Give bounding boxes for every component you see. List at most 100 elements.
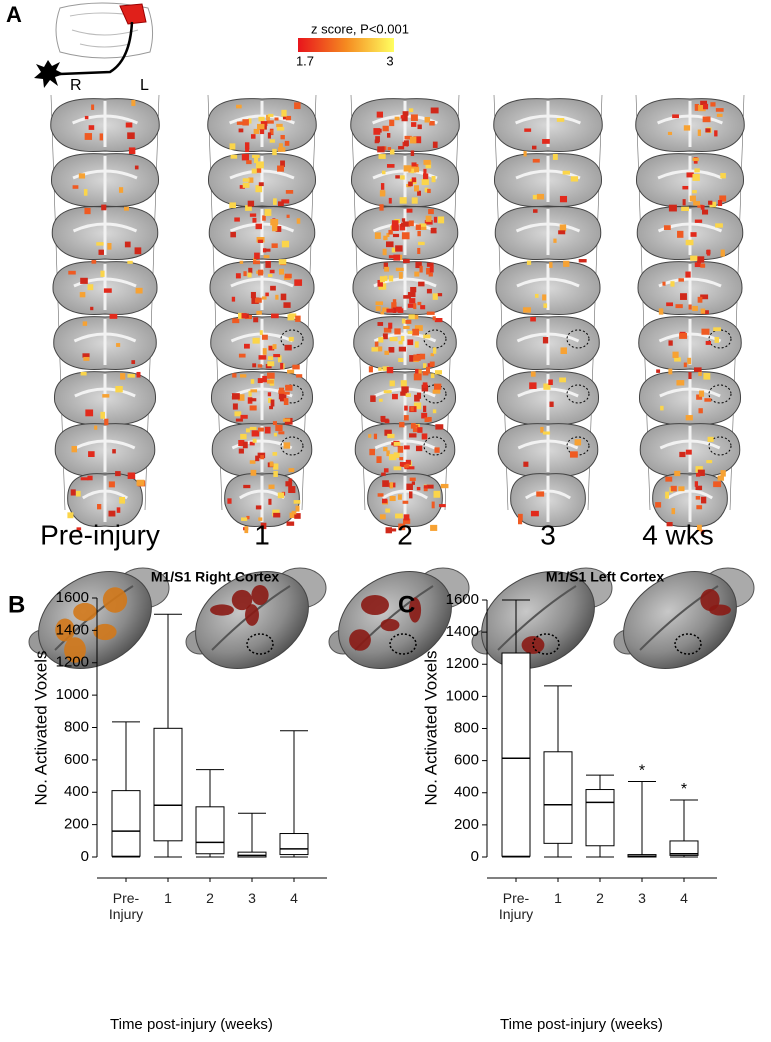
activation-spot xyxy=(131,360,136,364)
activation-spot xyxy=(264,426,271,434)
activation-spot xyxy=(258,116,265,122)
slice-structure xyxy=(72,101,138,147)
activation-spot xyxy=(407,303,416,308)
activation-spot xyxy=(388,275,394,282)
activation-spot xyxy=(700,529,705,535)
activation-spot xyxy=(248,267,253,274)
activation-spot xyxy=(701,310,709,315)
activation-spot xyxy=(380,415,386,422)
activation-spot xyxy=(241,517,248,521)
activation-spot xyxy=(398,358,404,363)
activation-spot xyxy=(386,450,390,457)
activation-spot xyxy=(230,154,238,159)
activation-spot xyxy=(285,384,293,391)
activation-spot xyxy=(272,224,278,232)
slice-structure xyxy=(525,476,571,522)
activation-spot xyxy=(255,185,263,193)
activation-spot xyxy=(663,225,671,230)
activation-spot xyxy=(401,336,405,342)
activation-spot xyxy=(701,328,710,335)
activation-spot xyxy=(419,353,426,360)
activation-spot xyxy=(398,340,403,345)
activation-spot xyxy=(434,370,443,375)
x-tick-label: Pre- Injury xyxy=(108,890,144,922)
activation-spot xyxy=(413,373,422,381)
activation-spot xyxy=(578,259,587,263)
activation-spot xyxy=(409,355,417,362)
activation-spot xyxy=(710,102,716,107)
activation-spot xyxy=(379,190,386,197)
activation-spot xyxy=(235,273,241,279)
activation-spot xyxy=(713,481,722,488)
activation-spot xyxy=(382,480,389,487)
y-tick-label: 200 xyxy=(454,816,479,833)
activation-spot xyxy=(391,224,399,231)
activation-spot xyxy=(424,220,433,225)
activation-spot xyxy=(274,117,279,121)
activation-spot xyxy=(407,339,414,346)
activation-spot xyxy=(242,119,249,126)
activation-spot xyxy=(694,481,699,487)
activation-spot xyxy=(655,502,662,508)
activation-spot xyxy=(703,373,711,380)
activation-spot xyxy=(229,143,236,150)
activation-spot xyxy=(403,295,411,299)
activation-spot xyxy=(378,398,383,402)
activation-blob xyxy=(380,618,400,632)
activation-spot xyxy=(230,231,236,238)
activation-spot xyxy=(394,116,400,121)
activation-spot xyxy=(249,460,256,464)
activation-spot xyxy=(426,288,432,294)
activation-spot xyxy=(262,348,267,355)
activation-spot xyxy=(416,486,421,491)
activation-spot xyxy=(262,248,267,253)
activation-spot xyxy=(379,204,384,211)
activation-spot xyxy=(413,166,420,173)
activation-spot xyxy=(247,200,255,207)
activation-spot xyxy=(242,182,250,188)
activation-spot xyxy=(295,505,300,512)
box xyxy=(543,751,573,844)
activation-spot xyxy=(423,485,429,489)
activation-spot xyxy=(560,347,567,355)
slice-structure xyxy=(74,426,136,472)
activation-spot xyxy=(429,361,435,367)
activation-spot xyxy=(378,154,386,159)
activation-spot xyxy=(552,153,558,160)
activation-spot xyxy=(542,139,550,144)
slice-column xyxy=(50,94,160,531)
activation-spot xyxy=(382,248,387,256)
activation-spot xyxy=(707,249,711,256)
activation-spot xyxy=(272,344,277,350)
activation-spot xyxy=(79,292,86,298)
colorbar-min: 1.7 xyxy=(296,53,314,68)
activation-spot xyxy=(409,298,416,304)
y-tick-label: 0 xyxy=(81,848,89,865)
chart-title: M1/S1 Right Cortex xyxy=(151,569,280,585)
box xyxy=(585,789,615,847)
activation-spot xyxy=(250,291,256,299)
activation-spot xyxy=(134,165,139,170)
activation-spot xyxy=(716,113,723,117)
activation-spot xyxy=(238,128,244,133)
y-tick-label: 0 xyxy=(471,848,479,865)
activation-spot xyxy=(434,318,443,323)
activation-spot xyxy=(694,168,700,173)
activation-spot xyxy=(403,415,409,421)
activation-spot xyxy=(675,304,683,309)
activation-spot xyxy=(280,293,287,301)
activation-spot xyxy=(668,204,677,212)
activation-spot xyxy=(252,217,257,223)
activation-spot xyxy=(425,366,430,374)
activation-spot xyxy=(249,405,257,411)
activation-spot xyxy=(403,165,412,172)
x-axis-label: Time post-injury (weeks) xyxy=(500,1016,663,1033)
activation-spot xyxy=(401,115,408,122)
activation-spot xyxy=(229,202,236,209)
y-tick-label: 1000 xyxy=(56,686,89,703)
activation-spot xyxy=(423,405,427,413)
activation-spot xyxy=(549,401,554,407)
activation-spot xyxy=(405,319,412,324)
activation-spot xyxy=(526,260,532,265)
activation-spot xyxy=(709,201,717,208)
